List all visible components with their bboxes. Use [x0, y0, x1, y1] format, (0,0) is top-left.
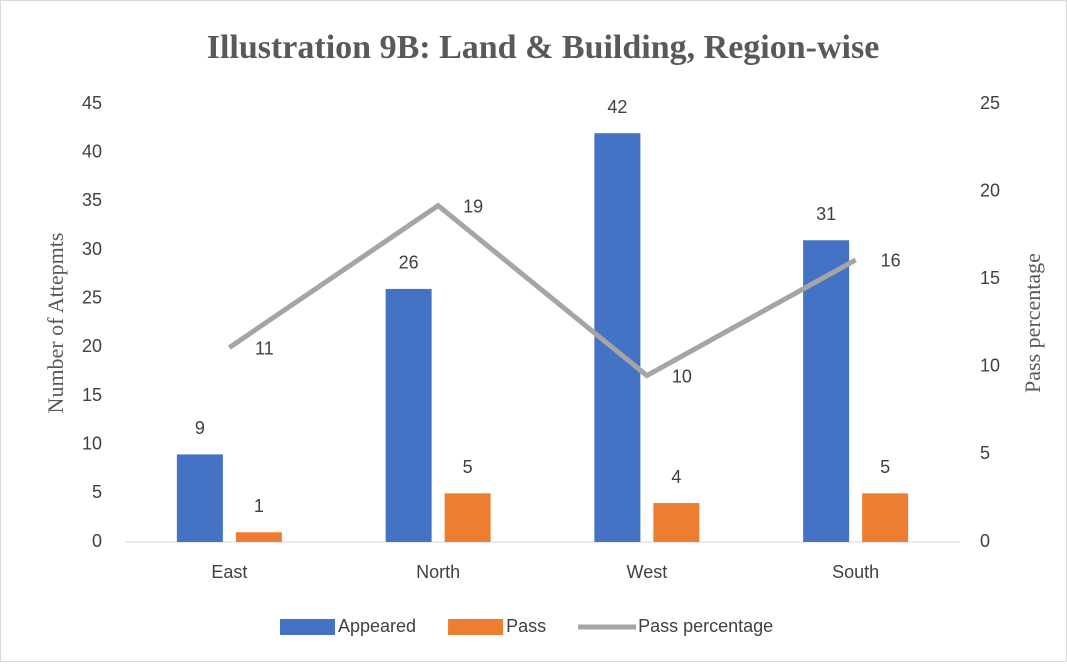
data-label: 4	[671, 467, 681, 487]
data-label: 42	[607, 97, 627, 117]
bar	[235, 532, 282, 542]
bar	[862, 493, 909, 542]
y2-tick-label: 10	[980, 356, 1000, 376]
x-tick-label: South	[832, 562, 879, 582]
y-tick-label: 10	[82, 433, 102, 453]
x-tick-label: North	[416, 562, 460, 582]
line-data-label: 11	[255, 338, 274, 358]
y-tick-label: 45	[82, 93, 102, 113]
line-data-label: 19	[463, 196, 483, 216]
y-tick-label: 15	[82, 385, 102, 405]
legend-label: Pass percentage	[638, 616, 773, 636]
y2-tick-label: 0	[980, 531, 990, 551]
line-data-label: 16	[881, 251, 901, 271]
bar	[444, 493, 491, 542]
chart-title: Illustration 9B: Land & Building, Region…	[207, 29, 880, 66]
y-tick-label: 30	[82, 239, 102, 259]
line-series	[227, 202, 857, 379]
bar	[385, 288, 432, 542]
y2-tick-label: 5	[980, 443, 990, 463]
data-label: 1	[254, 496, 264, 516]
data-label: 31	[816, 204, 836, 224]
y-tick-label: 25	[82, 287, 102, 307]
y-tick-label: 35	[82, 190, 102, 210]
y-tick-label: 0	[92, 531, 102, 551]
data-label: 26	[399, 253, 419, 273]
y-axis-label: Number of Attepmts	[43, 233, 68, 414]
data-label: 5	[880, 457, 890, 477]
y2-tick-label: 15	[980, 268, 1000, 288]
bar	[176, 454, 223, 542]
data-label: 9	[195, 418, 205, 438]
bar	[653, 503, 700, 542]
line-data-label: 10	[672, 366, 692, 386]
y2-tick-label: 20	[980, 180, 1000, 200]
legend-swatch	[280, 619, 335, 635]
x-tick-label: West	[627, 562, 668, 582]
data-label: 5	[463, 457, 473, 477]
x-tick-label: East	[211, 562, 247, 582]
y2-axis-label: Pass percentage	[1020, 253, 1045, 393]
y2-tick-label: 25	[980, 93, 1000, 113]
y-tick-label: 5	[92, 482, 102, 502]
legend-label: Appeared	[338, 616, 416, 636]
y-tick-label: 40	[82, 141, 102, 161]
bar	[803, 240, 850, 542]
y-tick-label: 20	[82, 336, 102, 356]
legend-swatch	[448, 619, 504, 635]
legend-label: Pass	[506, 616, 546, 636]
